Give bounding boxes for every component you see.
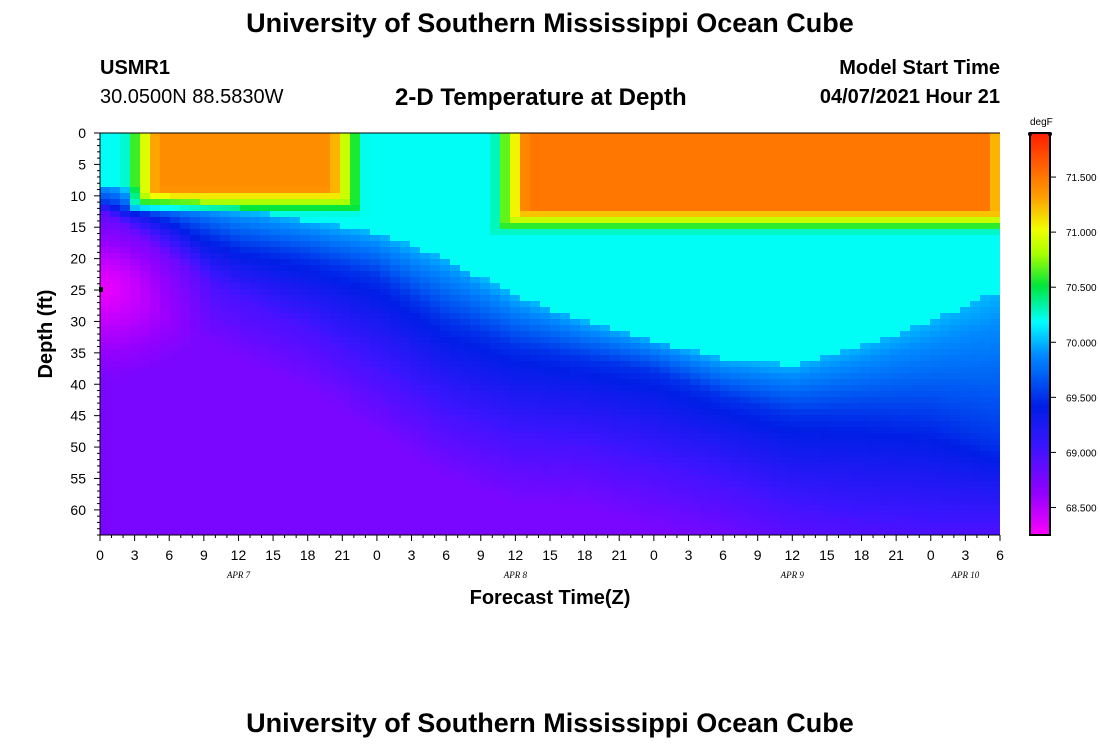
x-tick-label: 21: [335, 547, 351, 563]
x-tick-label: 15: [265, 547, 281, 563]
colorbar-unit: degF: [1030, 117, 1053, 128]
x-tick-label: 9: [477, 547, 485, 563]
y-tick-label: 25: [70, 282, 86, 298]
x-tick-label: 3: [408, 547, 416, 563]
x-tick-label: 18: [300, 547, 316, 563]
x-tick-label: 6: [165, 547, 173, 563]
model-start-label: Model Start Time: [839, 57, 1000, 79]
date-label: APR 10: [951, 570, 980, 580]
x-tick-label: 12: [785, 547, 801, 563]
x-tick-label: 3: [131, 547, 139, 563]
colorbar-tick-label: 69.000: [1066, 448, 1097, 459]
y-tick-label: 60: [70, 502, 86, 518]
plot-title: 2-D Temperature at Depth: [395, 84, 687, 111]
date-label: APR 7: [226, 570, 251, 580]
y-tick-label: 5: [78, 156, 86, 172]
y-tick-label: 50: [70, 439, 86, 455]
x-tick-label: 18: [577, 547, 593, 563]
y-tick-label: 30: [70, 313, 86, 329]
x-tick-label: 3: [685, 547, 693, 563]
x-tick-label: 0: [373, 547, 381, 563]
x-tick-label: 12: [508, 547, 524, 563]
y-tick-label: 40: [70, 376, 86, 392]
y-tick-label: 55: [70, 470, 86, 486]
x-tick-label: 0: [650, 547, 658, 563]
x-tick-label: 12: [231, 547, 247, 563]
station-coordinates: 30.0500N 88.5830W: [100, 86, 284, 108]
date-label: APR 8: [503, 570, 528, 580]
colorbar-tick-label: 69.500: [1066, 393, 1097, 404]
temperature-heatmap: [100, 133, 1000, 535]
x-tick-label: 3: [961, 547, 969, 563]
colorbar-tick-label: 68.500: [1066, 503, 1097, 514]
colorbar-border: [1029, 132, 1051, 536]
x-axis-label: Forecast Time(Z): [470, 587, 631, 609]
y-tick-label: 15: [70, 219, 86, 235]
x-tick-label: 0: [927, 547, 935, 563]
colorbar-tick-label: 70.500: [1066, 283, 1097, 294]
y-tick-label: 10: [70, 188, 86, 204]
x-tick-label: 15: [542, 547, 558, 563]
y-tick-label: 20: [70, 251, 86, 267]
date-label: APR 9: [780, 570, 805, 580]
model-start-value: 04/07/2021 Hour 21: [819, 86, 1000, 108]
x-tick-label: 18: [854, 547, 870, 563]
y-tick-label: 45: [70, 408, 86, 424]
x-tick-label: 9: [200, 547, 208, 563]
x-tick-label: 6: [719, 547, 727, 563]
footer-title: University of Southern Mississippi Ocean…: [246, 708, 854, 738]
colorbar-end-dot: [1028, 132, 1032, 136]
station-id: USMR1: [100, 57, 171, 79]
x-tick-label: 9: [754, 547, 762, 563]
y-tick-label: 35: [70, 345, 86, 361]
colorbar-tick-label: 71.000: [1066, 228, 1097, 239]
colorbar-gradient: [1030, 133, 1050, 535]
colorbar-end-dot: [1048, 132, 1052, 136]
x-tick-label: 21: [611, 547, 627, 563]
y-tick-label: 0: [78, 125, 86, 141]
y-axis-label: Depth (ft): [35, 290, 57, 379]
x-tick-label: 6: [442, 547, 450, 563]
x-tick-label: 21: [888, 547, 904, 563]
colorbar-tick-label: 71.500: [1066, 173, 1097, 184]
colorbar-tick-label: 70.000: [1066, 338, 1097, 349]
page-title: University of Southern Mississippi Ocean…: [246, 8, 854, 38]
x-tick-label: 0: [96, 547, 104, 563]
x-tick-label: 6: [996, 547, 1004, 563]
x-tick-label: 15: [819, 547, 835, 563]
station-depth-marker: [99, 287, 103, 293]
